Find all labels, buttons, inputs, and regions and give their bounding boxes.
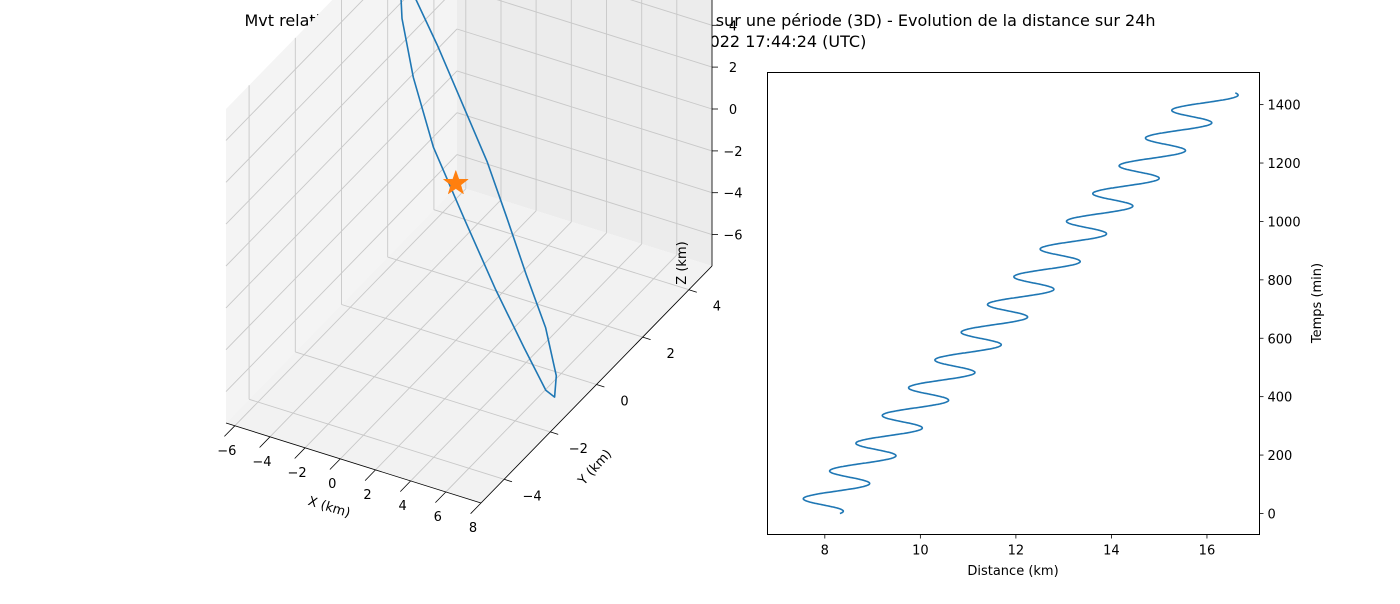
time-tick-label: 1200 (1268, 157, 1301, 172)
distance-tick-label: 10 (912, 544, 929, 559)
x-tick-label: 2 (363, 488, 371, 503)
y-gridline-floor (341, 304, 597, 385)
z-gridline-back (629, 0, 713, 26)
y-tick-mark (642, 336, 651, 340)
distance-time-plot: 8 10 12 14 16 0 200 400 600 800 1000 1200 1400 Dista… (767, 72, 1325, 579)
x-tick-label: 0 (328, 477, 336, 492)
x-tick-label: 4 (399, 499, 407, 514)
z-gridline-side (225, 28, 458, 267)
distance-tick-label: 14 (1103, 544, 1120, 559)
origin-star-marker (442, 169, 469, 195)
z-gridline-back (456, 70, 713, 152)
z-gridline-side (225, 0, 446, 225)
x-tick-mark (435, 491, 447, 503)
time-tick-label: 800 (1268, 274, 1293, 289)
y-tick-mark (550, 431, 559, 435)
3d-data (400, 0, 558, 398)
time-tick-label: 200 (1268, 449, 1293, 464)
x-tick-mark (364, 469, 376, 481)
z-gridline-side (225, 154, 458, 392)
x-tick-mark (470, 502, 482, 514)
y-tick-mark (688, 289, 697, 293)
z-gridline-back (456, 112, 713, 194)
x-tick-label: −4 (252, 455, 271, 470)
z-tick-label: 2 (729, 61, 737, 76)
3d-gridlines (225, 0, 713, 504)
distance-line (802, 92, 1239, 515)
x-tick-label: −6 (217, 444, 236, 459)
distance-tick-label: 8 (821, 544, 829, 559)
back-pane (457, 0, 712, 266)
z-tick-label: −4 (723, 187, 742, 202)
orbit-line (400, 0, 558, 398)
z-gridline-back (496, 0, 713, 68)
y-tick-mark (503, 478, 513, 483)
2d-data (802, 92, 1239, 515)
z-tick-label: 4 (729, 19, 737, 34)
distance-tick-label: 12 (1008, 544, 1025, 559)
z-axis-label: Z (km) (675, 241, 690, 284)
z-gridline-side (225, 0, 405, 183)
y-tick-label: −2 (569, 442, 588, 457)
z-gridline-side (225, 70, 458, 309)
x-tick-label: 6 (434, 510, 442, 525)
z-gridline-back (456, 28, 713, 110)
z-tick-label: 0 (729, 103, 737, 118)
time-tick-label: 1400 (1268, 99, 1301, 114)
3d-panes (226, 0, 712, 503)
y-gridline-floor (248, 398, 505, 480)
distance-tick-label: 16 (1199, 544, 1216, 559)
time-tick-label: 600 (1268, 332, 1293, 347)
x-axis-label: X (km) (306, 494, 352, 521)
x-tick-mark (400, 480, 411, 492)
x-tick-mark (329, 458, 341, 470)
time-tick-label: 0 (1268, 507, 1276, 522)
y-gridline-floor (295, 351, 551, 433)
y-tick-label: 4 (713, 300, 721, 315)
y-tick-label: 2 (667, 347, 675, 362)
time-axis-label: Temps (min) (1310, 263, 1325, 344)
time-tick-label: 400 (1268, 391, 1293, 406)
x-tick-mark (259, 436, 271, 448)
z-gridline-side (225, 0, 364, 141)
y-tick-label: 0 (620, 395, 628, 410)
y-gridline-floor (433, 209, 690, 291)
y-tick-mark (596, 384, 605, 388)
z-tick-label: −6 (723, 229, 742, 244)
z-gridline-side (225, 112, 458, 351)
y-gridline-floor (387, 256, 643, 338)
z-tick-label: −2 (723, 145, 742, 160)
distance-axis-label: Distance (km) (967, 564, 1058, 579)
2d-ticks: 8 10 12 14 16 0 200 400 600 800 1000 1200 1400 (821, 99, 1301, 559)
plot-frame (767, 72, 1260, 535)
time-tick-label: 1000 (1268, 215, 1301, 230)
z-gridline-back (456, 154, 713, 236)
x-tick-label: −2 (288, 466, 307, 481)
x-tick-mark (294, 447, 306, 459)
x-axis-line (225, 422, 482, 504)
y-tick-label: −4 (523, 489, 542, 504)
x-tick-mark (224, 425, 236, 437)
x-tick-label: 8 (469, 521, 477, 536)
